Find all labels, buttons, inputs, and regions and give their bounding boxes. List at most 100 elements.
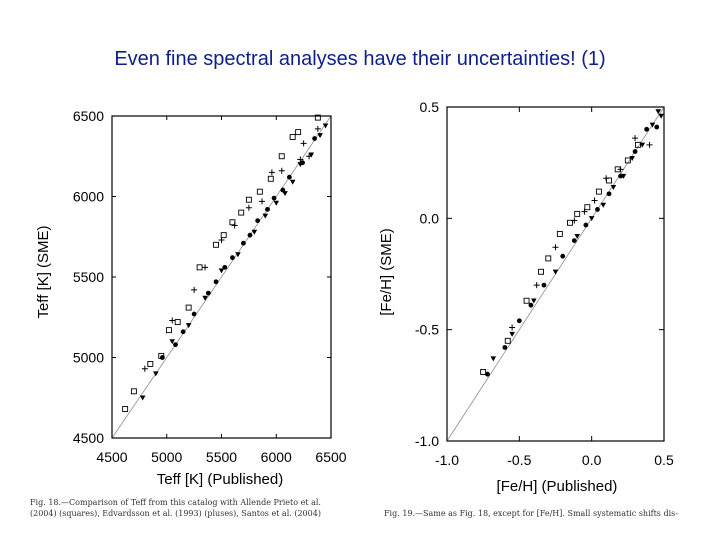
teff-pluses-point [218, 236, 225, 243]
teff-squares-point [174, 319, 181, 326]
feh-circles-point [502, 345, 508, 350]
teff-ytick-label: 4500 [73, 430, 104, 446]
feh-ytick-label: 0.0 [420, 210, 440, 226]
feh-triangles-point [600, 202, 607, 208]
feh-squares-point [523, 297, 530, 304]
teff-ytick-label: 5000 [73, 350, 104, 366]
feh-squares-point [480, 369, 487, 375]
teff-squares-point [314, 114, 321, 121]
teff-triangles-point [273, 200, 280, 206]
teff-pluses-point [278, 167, 285, 174]
feh-triangles-point [629, 156, 635, 162]
feh-xtick-label: 0.5 [654, 452, 674, 468]
teff-pluses-point [268, 169, 275, 176]
feh-pluses-point [581, 208, 588, 215]
teff-xtick-label: 5500 [206, 449, 237, 465]
figure-caption-right: Fig. 19.—Same as Fig. 18, except for [Fe… [384, 509, 678, 518]
teff-triangles-point [169, 339, 176, 345]
feh-circles-point [516, 318, 522, 324]
feh-xtick-label: -0.5 [507, 452, 531, 468]
teff-pluses-point [169, 317, 176, 324]
feh-triangles-point [649, 122, 656, 128]
feh-pluses-point [646, 141, 653, 148]
feh-ytick-label: 0.5 [420, 99, 440, 115]
teff-squares-point [295, 129, 302, 136]
feh-squares-point [538, 268, 544, 275]
teff-triangles-point [282, 191, 288, 197]
teff-circles-point [255, 218, 261, 224]
feh-triangles-point [610, 184, 617, 190]
teff-circles-point [159, 355, 165, 360]
teff-triangles-point [289, 179, 296, 185]
teff-circles-point [286, 174, 292, 180]
teff-triangles-point [218, 268, 225, 274]
teff-reference-line [111, 115, 332, 439]
feh-triangles-point [639, 142, 646, 148]
feh-squares-point [556, 230, 563, 237]
feh-circles-point [618, 173, 623, 179]
teff-ytick-label: 6500 [73, 108, 104, 124]
teff-circles-point [300, 160, 305, 166]
feh-triangles-point [588, 216, 595, 222]
teff-triangles-point [153, 371, 159, 377]
teff-circles-point [180, 329, 186, 335]
feh-circles-point [571, 238, 577, 244]
teff-squares-point [289, 133, 296, 140]
teff-pluses-point [191, 286, 198, 293]
feh-circles-point [485, 371, 490, 377]
teff-circles-point [271, 195, 277, 201]
feh-squares-point [574, 210, 581, 217]
feh-plot-frame [446, 106, 665, 442]
teff-squares-point [147, 360, 154, 367]
teff-pluses-point [297, 156, 304, 163]
figure-caption-left-line1: Fig. 18.—Comparison of Teff from this ca… [30, 498, 321, 507]
teff-squares-point [122, 406, 129, 412]
teff-xtick-label: 4500 [96, 449, 127, 465]
teff-pluses-point [141, 365, 148, 372]
teff-squares-point [196, 264, 203, 271]
teff-chart: 4500 5000 5500 6000 6500 4500 5000 5500 6000 6500… [35, 108, 347, 488]
teff-squares-point [220, 232, 227, 239]
teff-squares-point [213, 241, 219, 248]
feh-triangles-point [574, 233, 580, 239]
feh-circles-point [644, 126, 650, 132]
feh-pluses-point [591, 197, 598, 204]
feh-triangles-point [552, 269, 559, 275]
feh-pluses-point [533, 282, 540, 289]
teff-squares-point [278, 153, 285, 160]
feh-xtick-label: 0.0 [582, 452, 602, 468]
feh-squares-point [635, 141, 641, 148]
teff-squares-point [130, 388, 137, 395]
teff-xtick-label: 5000 [151, 449, 182, 465]
teff-squares-point [256, 188, 263, 195]
teff-circles-point [265, 206, 270, 212]
slide-title: Even fine spectral analyses have their u… [114, 48, 606, 70]
teff-circles-point [312, 136, 317, 141]
teff-circles-point [230, 255, 235, 261]
teff-y-axis-label: Teff [K] (SME) [35, 225, 52, 318]
teff-triangles-point [235, 252, 241, 258]
feh-triangles-point [490, 356, 497, 362]
feh-pluses-point [509, 324, 516, 331]
feh-x-axis-label: [Fe/H] (Published) [497, 478, 618, 495]
feh-pluses-point [552, 244, 559, 251]
teff-squares-point [229, 219, 236, 226]
teff-circles-point [213, 279, 219, 285]
feh-triangles-point [655, 109, 662, 115]
teff-triangles-point [317, 133, 323, 139]
feh-circles-point [583, 222, 589, 228]
teff-ytick-label: 5500 [73, 269, 104, 285]
feh-chart: -1.0 -0.5 0.0 0.5 -1.0 -0.5 0.0 0.5 [Fe/H] (Publ… [378, 99, 674, 495]
feh-pluses-point [617, 166, 624, 173]
teff-pluses-point [202, 264, 209, 271]
teff-pluses-point [314, 125, 321, 132]
teff-triangles-point [308, 152, 315, 158]
feh-triangles-point [531, 298, 537, 304]
teff-triangles-point [251, 229, 258, 235]
feh-pluses-point [571, 217, 578, 224]
feh-squares-point [595, 188, 602, 195]
teff-xtick-label: 6500 [315, 449, 346, 465]
feh-circles-point [606, 191, 612, 197]
feh-ytick-label: -1.0 [415, 433, 439, 449]
